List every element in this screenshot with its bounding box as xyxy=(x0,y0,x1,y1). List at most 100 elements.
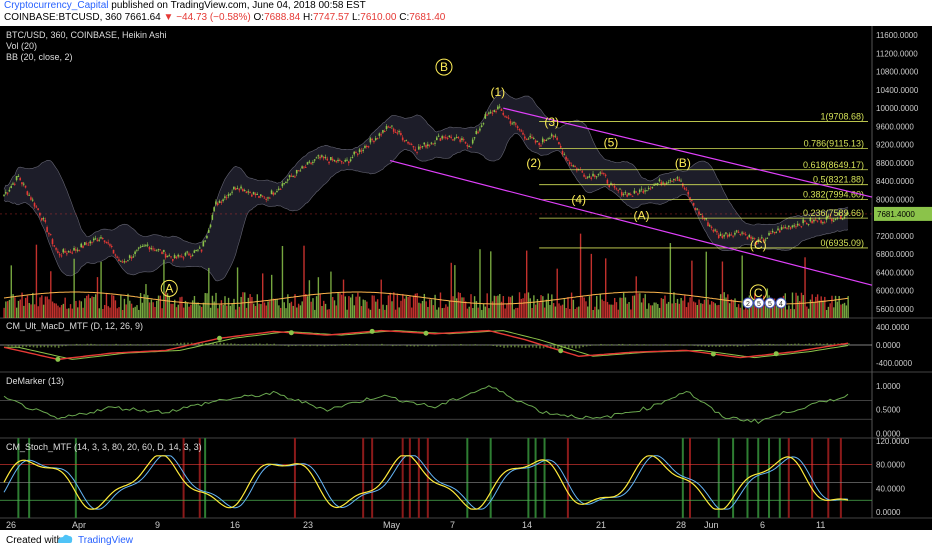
volume-bar xyxy=(91,296,93,318)
volume-bar xyxy=(28,303,30,318)
volume-bar xyxy=(253,303,255,318)
low-value: 7610.00 xyxy=(360,12,397,23)
candle-body xyxy=(495,111,497,113)
macd-histogram-bar xyxy=(431,345,434,347)
macd-histogram-bar xyxy=(373,344,376,346)
volume-bar xyxy=(398,307,400,318)
price-axis-tick: 9200.0000 xyxy=(876,141,914,150)
candle-body xyxy=(105,241,108,243)
volume-bar xyxy=(574,308,576,318)
wave-label: (1) xyxy=(491,85,506,99)
volume-bar xyxy=(658,307,661,318)
candle-body xyxy=(358,149,361,153)
volume-bar xyxy=(69,304,72,318)
stoch-buy-bar xyxy=(28,438,31,518)
candle-body xyxy=(804,220,806,222)
volume-bar xyxy=(218,304,221,318)
candle-body xyxy=(87,244,90,246)
candle-body xyxy=(541,138,544,143)
candle-body xyxy=(570,165,573,167)
candle-body xyxy=(471,139,474,144)
candle-body xyxy=(385,126,388,130)
macd-histogram-bar xyxy=(506,345,509,348)
volume-bar xyxy=(412,295,415,318)
macd-histogram-bar xyxy=(115,343,117,346)
stoch-sell-bar xyxy=(426,438,429,518)
macd-histogram-bar xyxy=(435,345,437,347)
macd-histogram-bar xyxy=(255,343,258,346)
x-axis-label: 7 xyxy=(450,520,455,530)
macd-histogram-bar xyxy=(600,343,602,346)
stoch-buy-bar xyxy=(74,438,77,518)
candle-body xyxy=(10,186,12,188)
candle-body xyxy=(762,239,765,242)
volume-bar xyxy=(825,309,828,318)
candle-body xyxy=(759,239,761,241)
volume-bar xyxy=(24,297,27,318)
candle-body xyxy=(529,135,531,138)
volume-bar xyxy=(508,296,510,318)
candle-body xyxy=(389,127,391,129)
price-axis-tick: 10800.0000 xyxy=(876,68,919,77)
candle-body xyxy=(527,138,530,140)
volume-bar xyxy=(165,292,167,318)
volume-bar xyxy=(649,305,652,318)
stoch-axis-tick: 40.0000 xyxy=(876,484,905,493)
volume-bar xyxy=(355,296,357,318)
candle-body xyxy=(678,179,681,182)
candle-body xyxy=(687,192,690,195)
candle-body xyxy=(694,207,697,211)
macd-histogram-bar xyxy=(219,342,222,346)
macd-histogram-bar xyxy=(154,344,157,346)
author-link[interactable]: Cryptocurrency_Capital xyxy=(4,0,109,11)
candle-body xyxy=(523,136,526,139)
macd-histogram-bar xyxy=(197,342,200,346)
candle-body xyxy=(130,257,133,259)
volume-bar xyxy=(737,304,740,318)
macd-histogram-bar xyxy=(467,344,469,346)
volume-bar xyxy=(430,299,433,318)
candle-body xyxy=(592,173,594,177)
volume-bar xyxy=(585,301,587,318)
macd-histogram-bar xyxy=(801,344,803,346)
candle-body xyxy=(207,229,210,233)
macd-histogram-bar xyxy=(686,344,689,346)
macd-histogram-bar xyxy=(704,345,706,347)
macd-histogram-bar xyxy=(682,345,685,346)
volume-bar xyxy=(191,300,194,318)
macd-histogram-bar xyxy=(553,345,556,349)
candle-body xyxy=(725,232,727,234)
tradingview-link[interactable]: TradingView xyxy=(78,535,134,546)
candle-body xyxy=(721,235,724,239)
candle-body xyxy=(583,174,585,177)
event-icon-label: 5 xyxy=(768,301,772,308)
macd-cross-dot xyxy=(710,351,716,357)
volume-bar xyxy=(296,307,298,318)
volume-bar xyxy=(281,245,284,318)
macd-histogram-bar xyxy=(779,344,782,346)
candle-body xyxy=(62,249,65,253)
volume-bar xyxy=(416,293,418,318)
candle-body xyxy=(179,255,181,257)
macd-histogram-bar xyxy=(381,343,383,346)
volume-bar xyxy=(700,303,702,318)
macd-histogram-bar xyxy=(312,345,315,346)
wave-label-circle xyxy=(435,58,453,76)
stoch-sell-bar xyxy=(417,438,420,518)
chart-canvas[interactable]: 1(9708.68) 0.786(9115.13) 0.618(8649.17) 0.… xyxy=(0,26,932,530)
candle-body xyxy=(200,249,203,252)
candle-body xyxy=(660,182,663,186)
candle-body xyxy=(342,162,345,164)
volume-bar xyxy=(763,295,765,318)
volume-bar xyxy=(378,308,381,318)
macd-histogram-bar xyxy=(675,344,678,346)
candle-body xyxy=(134,251,136,254)
price-axis-tick: 6400.0000 xyxy=(876,268,914,277)
candle-body xyxy=(324,157,327,159)
candle-body xyxy=(288,175,291,178)
candle-body xyxy=(356,153,359,155)
macd-histogram-bar xyxy=(485,344,487,346)
change-value: ▼ −44.73 (−0.58%) xyxy=(163,12,251,23)
macd-histogram-bar xyxy=(452,344,455,346)
macd-histogram-bar xyxy=(790,343,793,346)
